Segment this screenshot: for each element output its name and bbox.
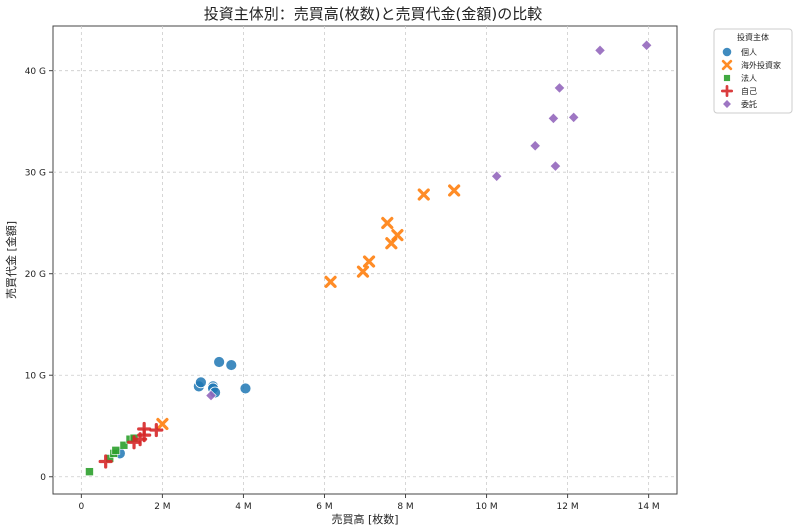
data-point [137,421,152,437]
data-point [362,255,376,268]
legend-marker [722,99,732,109]
legend-marker [721,46,733,58]
data-point [594,44,606,56]
data-point [119,440,129,450]
y-axis-label: 売買代金 [金額] [4,221,18,299]
x-tick-label: 14 M [638,502,660,512]
x-tick-label: 10 M [476,502,498,512]
plot-area [52,25,678,495]
data-point [324,275,337,288]
data-point [381,216,394,230]
legend-label: 自己 [741,86,757,96]
data-point [213,356,226,368]
data-points [85,39,653,476]
data-point [549,160,562,172]
legend-label: 法人 [741,73,757,83]
data-point [448,184,461,197]
data-point [356,265,370,278]
data-point [553,82,566,94]
data-point [205,389,217,402]
data-point [111,446,121,455]
legend-frame [713,28,793,114]
data-point [194,376,207,389]
legend-label: 委託 [741,99,757,109]
data-point [149,422,164,438]
data-point [85,467,94,476]
x-tick-label: 4 M [235,502,251,512]
legend-label: 海外投資家 [741,60,781,70]
y-tick-label: 30 G [25,169,46,179]
x-tick-label: 2 M [154,502,170,512]
data-point [529,140,541,152]
data-point [391,229,404,242]
y-tick-label: 40 G [25,67,46,77]
data-point [156,417,169,431]
data-point [239,382,252,395]
y-tick-label: 0 [40,473,46,483]
legend-marker [723,74,731,82]
data-point [640,39,653,51]
legend-marker [721,59,733,71]
data-point [225,359,238,371]
data-point [491,170,503,182]
data-point [547,112,560,125]
x-tick-label: 0 [78,502,84,512]
series-group [156,184,461,431]
x-axis-label: 売買高 [枚数] [331,512,398,526]
y-axis-ticks: 0 10 G 20 G 30 G 40 G [25,67,53,483]
data-point [417,188,430,201]
legend-title: 投資主体 [737,32,769,42]
y-tick-label: 20 G [25,270,46,280]
x-tick-label: 6 M [316,502,332,512]
x-tick-label: 8 M [397,502,413,512]
series-group [98,421,164,469]
plot-frame [52,25,678,495]
y-tick-label: 10 G [25,372,46,382]
chart-title: 投資主体別：売買高(枚数)と売買代金(金額)の比較 [204,5,542,23]
legend-label: 個人 [741,47,757,57]
legend-marker [720,84,734,98]
series-group [205,39,653,402]
data-point [568,111,580,123]
data-point [98,454,113,469]
x-tick-label: 12 M [557,502,579,512]
x-axis-ticks: 0 2 M 4 M 6 M 8 M 10 M 12 M 14 M [78,494,660,512]
